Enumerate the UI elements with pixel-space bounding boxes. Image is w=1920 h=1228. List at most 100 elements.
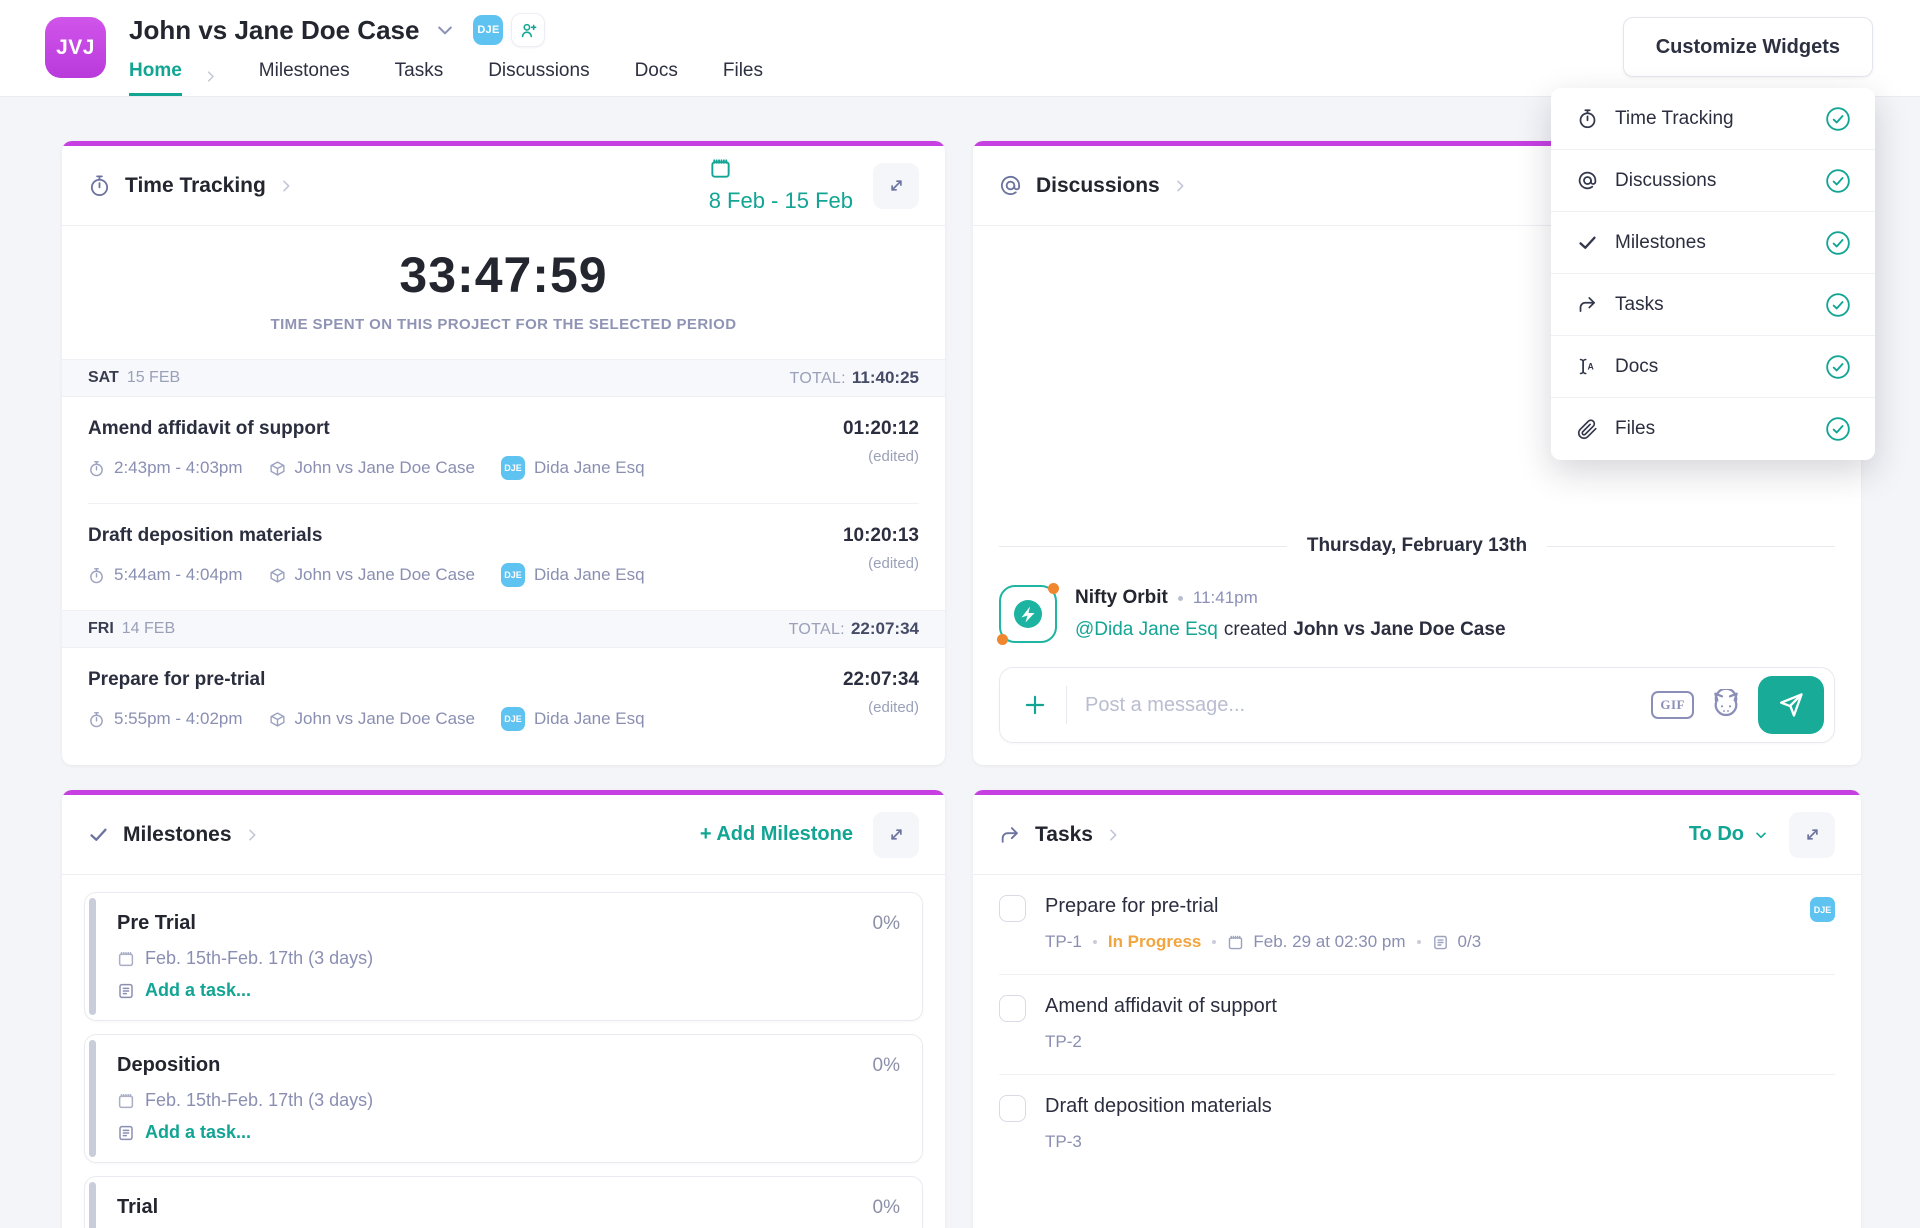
emoji-picker-icon[interactable] [1710,689,1742,721]
milestone-progress-bar [89,1182,96,1228]
milestone-card[interactable]: Trial 0% [84,1176,923,1228]
tab-discussions[interactable]: Discussions [488,60,590,81]
tab-home[interactable]: Home [129,60,182,96]
task-list-icon [117,982,135,1000]
menu-item-label: Milestones [1615,231,1706,253]
discussions-title-link[interactable]: Discussions [999,174,1188,198]
member-avatar-badge[interactable]: DJE [473,15,504,45]
menu-item-label: Discussions [1615,169,1717,191]
time-entry-row[interactable]: Amend affidavit of support 2:43pm - 4:03… [88,397,919,504]
dot-separator [1092,940,1097,944]
calendar-icon [1227,934,1244,951]
task-status-badge: In Progress [1107,932,1202,951]
task-id: TP-2 [1045,1032,1082,1051]
corner-arrow-icon [1575,294,1599,315]
project-nav-tabs: Home Milestones Tasks Discussions Docs F… [129,60,808,96]
menu-item-discussions[interactable]: Discussions [1551,150,1875,212]
entry-title: Amend affidavit of support [88,418,330,439]
time-entry-row[interactable]: Draft deposition materials 5:44am - 4:04… [88,504,919,610]
expand-widget-button[interactable] [873,811,919,858]
tab-docs[interactable]: Docs [634,60,678,81]
customize-widgets-button[interactable]: Customize Widgets [1622,17,1873,77]
menu-item-label: Tasks [1615,293,1664,315]
chevron-down-icon[interactable] [435,20,455,40]
add-task-label: Add a task... [145,1122,252,1142]
day-label: FRI [88,620,114,637]
task-id: TP-1 [1045,932,1082,951]
time-tracking-title-link[interactable]: Time Tracking [88,174,294,198]
expand-widget-button[interactable] [873,162,919,209]
entry-edited-flag: (edited) [868,555,919,572]
chevron-right-icon [1172,178,1188,194]
task-checkbox[interactable] [999,895,1026,922]
milestone-progress-bar [89,898,96,1015]
message-mention-link[interactable]: @Dida Jane Esq [1075,619,1218,640]
entry-project: John vs Jane Doe Case [294,565,476,584]
tab-separator-chevron-icon [203,69,218,84]
user-avatar-badge: DJE [501,563,526,587]
task-title: Prepare for pre-trial [1045,895,1219,917]
add-member-button[interactable] [511,13,546,47]
menu-item-tasks[interactable]: Tasks [1551,274,1875,336]
message-input[interactable]: Post a message... [1085,693,1246,716]
task-row[interactable]: Amend affidavit of support TP-2 [999,975,1835,1075]
user-avatar-badge: DJE [501,456,526,480]
tasks-title-link[interactable]: Tasks [999,823,1121,847]
entry-user: Dida Jane Esq [534,709,645,728]
milestone-dates: Feb. 15th-Feb. 17th (3 days) [145,1090,374,1110]
entry-duration: 10:20:13 [842,525,919,546]
expand-widget-button[interactable] [1789,811,1835,858]
person-add-icon [519,21,538,40]
add-task-link[interactable]: Add a task... [117,980,900,1001]
calendar-icon [117,1092,135,1110]
add-milestone-button[interactable]: + Add Milestone [699,823,853,845]
tab-milestones[interactable]: Milestones [258,60,350,81]
checklist-icon [1432,934,1449,951]
menu-item-milestones[interactable]: Milestones [1551,212,1875,274]
menu-item-docs[interactable]: A Docs [1551,336,1875,398]
project-cube-icon [269,711,286,728]
entry-edited-flag: (edited) [868,448,919,465]
task-checkbox[interactable] [999,1095,1026,1122]
entry-project: John vs Jane Doe Case [294,458,476,477]
send-message-button[interactable] [1758,676,1824,734]
menu-item-time-tracking[interactable]: Time Tracking [1551,88,1875,150]
entry-duration: 01:20:12 [842,418,919,439]
expand-arrows-icon [1803,825,1822,844]
check-icon [88,824,109,845]
milestone-card[interactable]: Pre Trial 0% Feb. 15th-Feb. 17th (3 days… [84,892,923,1021]
dot-separator [1177,595,1183,601]
nifty-orbit-avatar [997,583,1059,645]
entry-user: Dida Jane Esq [534,458,645,477]
widget-title: Time Tracking [125,173,266,197]
task-row[interactable]: Draft deposition materials TP-3 [999,1075,1835,1174]
task-filter-dropdown[interactable]: To Do [1689,823,1769,846]
widget-title: Milestones [123,822,232,846]
menu-item-files[interactable]: Files [1551,398,1875,460]
date-range-picker[interactable]: 8 Feb - 15 Feb [709,157,853,214]
gif-button[interactable]: GIF [1651,691,1694,719]
add-task-label: Add a task... [145,980,252,1000]
day-header-row: SAT 15 FEB TOTAL: 11:40:25 [62,359,945,397]
project-avatar[interactable]: JVJ [45,17,106,78]
paperclip-icon [1575,418,1599,440]
total-label: TOTAL: [788,621,845,638]
tab-files[interactable]: Files [722,60,763,81]
add-task-link[interactable]: Add a task... [117,1122,900,1143]
avatar-accent-dot [997,634,1008,645]
milestones-title-link[interactable]: Milestones [88,823,260,847]
task-checkbox[interactable] [999,995,1026,1022]
task-row[interactable]: Prepare for pre-trial TP-1 In Progress F… [999,875,1835,975]
milestone-card[interactable]: Deposition 0% Feb. 15th-Feb. 17th (3 day… [84,1034,923,1163]
widget-accent-bar [973,790,1861,795]
widget-title: Discussions [1036,173,1160,197]
tab-tasks[interactable]: Tasks [394,60,444,81]
time-entry-row[interactable]: Prepare for pre-trial 5:55pm - 4:02pm Jo… [88,648,919,754]
attach-plus-icon[interactable] [1022,692,1048,718]
assignee-avatar-badge[interactable]: DJE [1810,897,1835,922]
corner-arrow-icon [999,824,1021,846]
day-label: SAT [88,369,119,386]
stopwatch-icon [88,711,105,728]
check-circle-icon [1825,354,1851,380]
stopwatch-icon [88,567,105,584]
